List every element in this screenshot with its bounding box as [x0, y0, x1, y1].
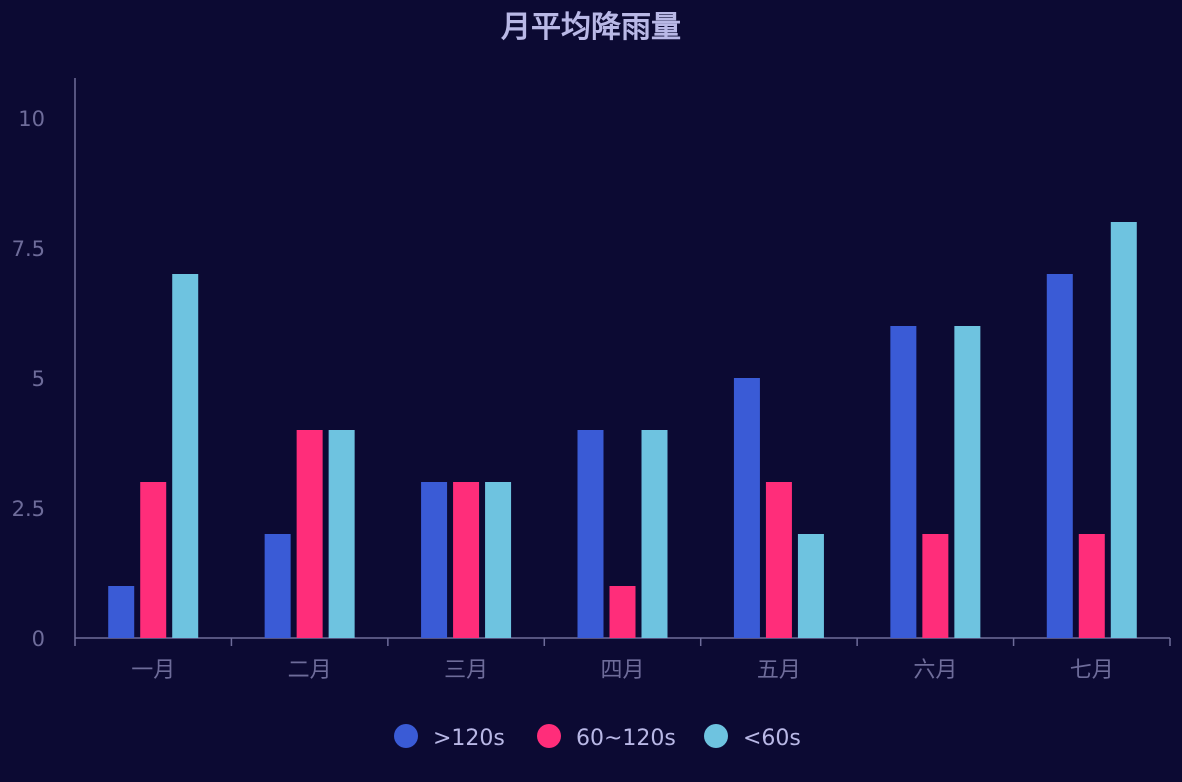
- y-tick-label: 2.5: [12, 497, 45, 521]
- bar[interactable]: [296, 430, 323, 638]
- legend-marker: [394, 724, 418, 748]
- legend-label: >120s: [433, 726, 505, 751]
- bar[interactable]: [1046, 274, 1073, 638]
- y-tick-label: 10: [18, 107, 45, 131]
- legend-item[interactable]: <60s: [704, 724, 801, 751]
- bar[interactable]: [108, 586, 135, 638]
- x-tick-label: 四月: [600, 658, 644, 683]
- y-tick-label: 5: [32, 367, 45, 391]
- legend-marker: [537, 724, 561, 748]
- bar[interactable]: [453, 482, 480, 638]
- bar[interactable]: [264, 534, 291, 638]
- x-tick-label: 五月: [757, 658, 801, 683]
- y-tick-label: 7.5: [12, 237, 45, 261]
- x-tick-label: 二月: [288, 658, 332, 683]
- legend-label: 60~120s: [576, 726, 676, 751]
- bar[interactable]: [1110, 222, 1137, 638]
- y-tick-label: 0: [32, 627, 45, 651]
- bar[interactable]: [922, 534, 949, 638]
- bar[interactable]: [328, 430, 355, 638]
- bar[interactable]: [421, 482, 448, 638]
- bar[interactable]: [641, 430, 668, 638]
- bar[interactable]: [733, 378, 760, 638]
- bar[interactable]: [1078, 534, 1105, 638]
- x-axis: 一月 二月 三月 四月 五月 六月 七月: [74, 637, 1171, 683]
- bar[interactable]: [172, 274, 199, 638]
- bar[interactable]: [577, 430, 604, 638]
- legend[interactable]: >120s 60~120s <60s: [394, 724, 801, 751]
- bar[interactable]: [765, 482, 792, 638]
- legend-item[interactable]: >120s: [394, 724, 505, 751]
- x-tick-label: 一月: [131, 658, 175, 683]
- bar[interactable]: [140, 482, 167, 638]
- bar[interactable]: [485, 482, 512, 638]
- legend-marker: [704, 724, 728, 748]
- bar[interactable]: [954, 326, 981, 638]
- chart-title: 月平均降雨量: [501, 10, 681, 45]
- legend-item[interactable]: 60~120s: [537, 724, 676, 751]
- y-axis: 0 2.5 5 7.5 10: [12, 78, 76, 651]
- bars-group: [108, 222, 1137, 638]
- bar[interactable]: [609, 586, 636, 638]
- bar[interactable]: [797, 534, 824, 638]
- legend-label: <60s: [743, 726, 801, 751]
- x-tick-label: 七月: [1070, 658, 1114, 683]
- x-tick-label: 六月: [913, 658, 957, 683]
- x-tick-label: 三月: [444, 658, 488, 683]
- bar[interactable]: [890, 326, 917, 638]
